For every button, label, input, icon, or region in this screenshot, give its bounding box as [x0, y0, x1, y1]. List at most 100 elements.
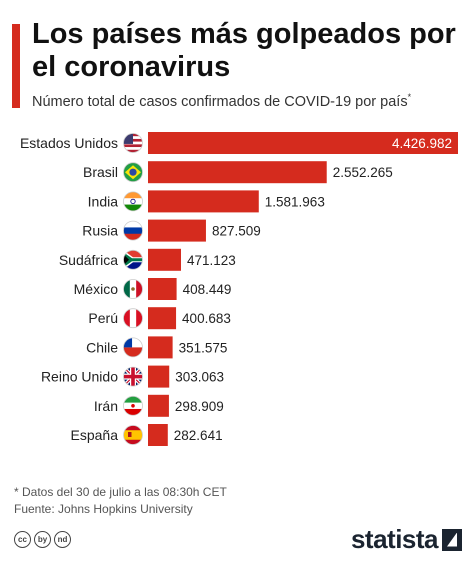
flag-outline: [123, 191, 143, 212]
flag-outline: [123, 133, 143, 153]
value-label: 351.575: [179, 340, 228, 355]
category-label: México: [74, 281, 119, 297]
flag-outline: [123, 395, 143, 416]
category-label: España: [71, 427, 119, 443]
bar: [148, 307, 177, 330]
flag-canton: [123, 133, 133, 144]
category-label: Brasil: [83, 164, 118, 180]
flag-stripe: [123, 408, 143, 416]
bar-row: Perú 400.683: [88, 307, 231, 330]
bar: [148, 132, 458, 154]
flag-stripe: [123, 337, 143, 348]
bar-row: Estados Unidos 4.426.982: [20, 132, 458, 154]
category-label: Rusia: [82, 223, 118, 239]
mexico-flag-icon: [123, 279, 143, 299]
flag-stripe: [123, 250, 143, 260]
source-note: Fuente: Johns Hopkins University: [14, 502, 193, 516]
us-flag-icon: [123, 133, 143, 153]
flag-stripe: [129, 308, 137, 328]
category-label: Irán: [94, 398, 118, 414]
bar-row: México 408.449: [74, 278, 231, 300]
flag-emblem: [131, 404, 135, 408]
russia-flag-icon: [123, 221, 143, 241]
statista-mark-icon: [442, 528, 462, 551]
flag-stripe: [123, 227, 143, 235]
south-africa-flag-icon: [123, 250, 143, 270]
bar-chart: Estados Unidos 4.426.982 Brasil 2.552.265 In…: [20, 132, 458, 446]
title-accent-bar: [12, 24, 20, 108]
flag-cross: [123, 374, 143, 379]
flag-stripe: [123, 259, 143, 270]
attribution-icon[interactable]: by: [34, 531, 51, 548]
category-label: Perú: [88, 310, 118, 326]
flag-stripe: [123, 308, 131, 328]
bar: [148, 190, 259, 213]
category-label: Sudáfrica: [59, 252, 118, 268]
bar: [148, 336, 173, 359]
no-derivatives-icon[interactable]: nd: [54, 531, 71, 548]
flag-globe: [129, 168, 137, 176]
iran-flag-icon: [123, 396, 143, 416]
brazil-flag-icon: [123, 162, 143, 182]
bar-row: Sudáfrica 471.123: [59, 248, 236, 271]
flag-stripe: [123, 396, 143, 403]
footer-notes: * Datos del 30 de julio a las 08:30h CET…: [14, 484, 227, 518]
flag-stripe: [123, 221, 143, 228]
flag-outline: [123, 308, 143, 329]
value-label: 827.509: [212, 224, 261, 239]
bar: [148, 394, 169, 417]
flag-stripe: [123, 147, 143, 150]
flag-emblem: [131, 287, 135, 291]
bar-row: Chile 351.575: [86, 336, 228, 359]
bar: [148, 424, 168, 446]
license-icons: cc by nd: [14, 531, 71, 548]
bar: [148, 278, 177, 300]
flag-stripe: [123, 347, 143, 357]
chart-subtitle: Número total de casos confirmados de COV…: [32, 92, 472, 110]
flag-outline: [123, 337, 143, 358]
flag-canton: [123, 337, 133, 348]
value-label: 2.552.265: [333, 165, 393, 180]
chart-title: Los países más golpeados por el coronavi…: [32, 18, 456, 83]
peru-flag-icon: [123, 308, 143, 328]
category-label: Chile: [86, 339, 118, 355]
flag-stripe: [123, 204, 143, 211]
category-label: Estados Unidos: [20, 135, 118, 151]
footnote: * Datos del 30 de julio a las 08:30h CET: [14, 485, 227, 499]
flag-stripe: [123, 198, 143, 205]
category-label: Reino Unido: [41, 369, 118, 385]
bar: [148, 219, 206, 242]
uk-flag-icon: [123, 367, 143, 387]
value-label: 303.063: [175, 370, 224, 385]
brand-name: statista: [350, 524, 439, 554]
flag-outline: [123, 279, 143, 299]
value-label: 282.641: [174, 428, 223, 443]
chile-flag-icon: [123, 337, 143, 357]
flag-stripe: [123, 191, 143, 199]
bar-row: Irán 298.909: [94, 394, 224, 417]
flag-pall: [123, 252, 143, 268]
flag-emblem: [128, 432, 132, 437]
cc-license-icon[interactable]: cc: [14, 531, 31, 548]
flag-stripe: [123, 279, 131, 299]
flag-stripe: [123, 233, 143, 241]
flag-outline: [123, 366, 143, 387]
value-label: 471.123: [187, 253, 236, 268]
bar-row: Brasil 2.552.265: [83, 161, 393, 184]
value-label: 1.581.963: [265, 194, 325, 209]
flag-stripe: [123, 430, 143, 440]
statista-logo[interactable]: statista: [351, 524, 462, 555]
flag-outline: [123, 425, 143, 445]
flag-outline: [123, 249, 143, 270]
value-label: 4.426.982: [392, 136, 452, 151]
flag-stripe: [123, 149, 143, 153]
bar: [148, 365, 170, 388]
category-label: India: [88, 193, 119, 209]
bar-row: Rusia 827.509: [82, 219, 261, 242]
bar: [148, 161, 327, 184]
flag-stripe: [123, 144, 143, 148]
spain-flag-icon: [123, 425, 143, 445]
bar-row: India 1.581.963: [88, 190, 325, 213]
bar-row: España 282.641: [71, 424, 223, 446]
value-label: 298.909: [175, 399, 224, 414]
